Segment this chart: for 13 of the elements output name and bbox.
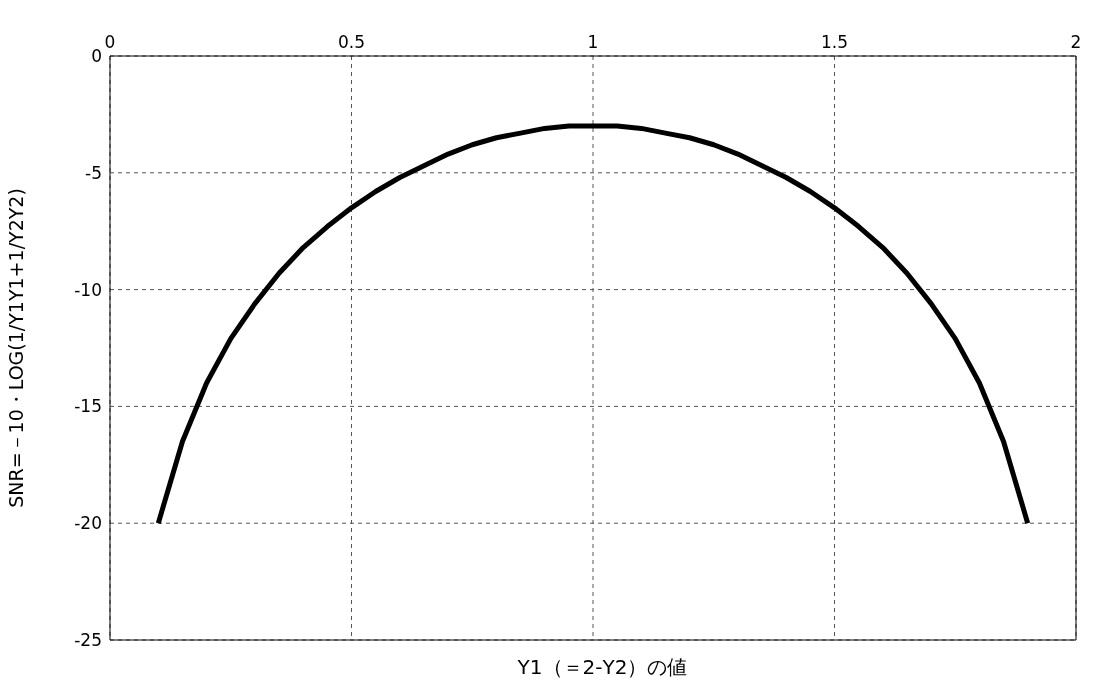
x-tick-label: 2 (1070, 32, 1082, 52)
x-tick-label: 1.5 (820, 32, 849, 52)
x-tick-label: 1 (587, 32, 599, 52)
y-tick-label: -15 (74, 396, 102, 417)
x-axis-title: Y1（＝2-Y2）の値 (516, 654, 689, 681)
y-tick-label: -5 (85, 162, 102, 183)
x-tick-label: 0.5 (337, 32, 366, 52)
y-tick-label: -20 (74, 513, 102, 534)
x-tick-label: 0 (104, 32, 116, 52)
y-tick-label: 0 (91, 46, 102, 67)
y-tick-label: -25 (74, 630, 102, 651)
y-tick-label: -10 (74, 279, 102, 300)
y-axis-title: SNR=－10・LOG(1/Y1Y1+1/Y2Y2) (4, 188, 27, 508)
